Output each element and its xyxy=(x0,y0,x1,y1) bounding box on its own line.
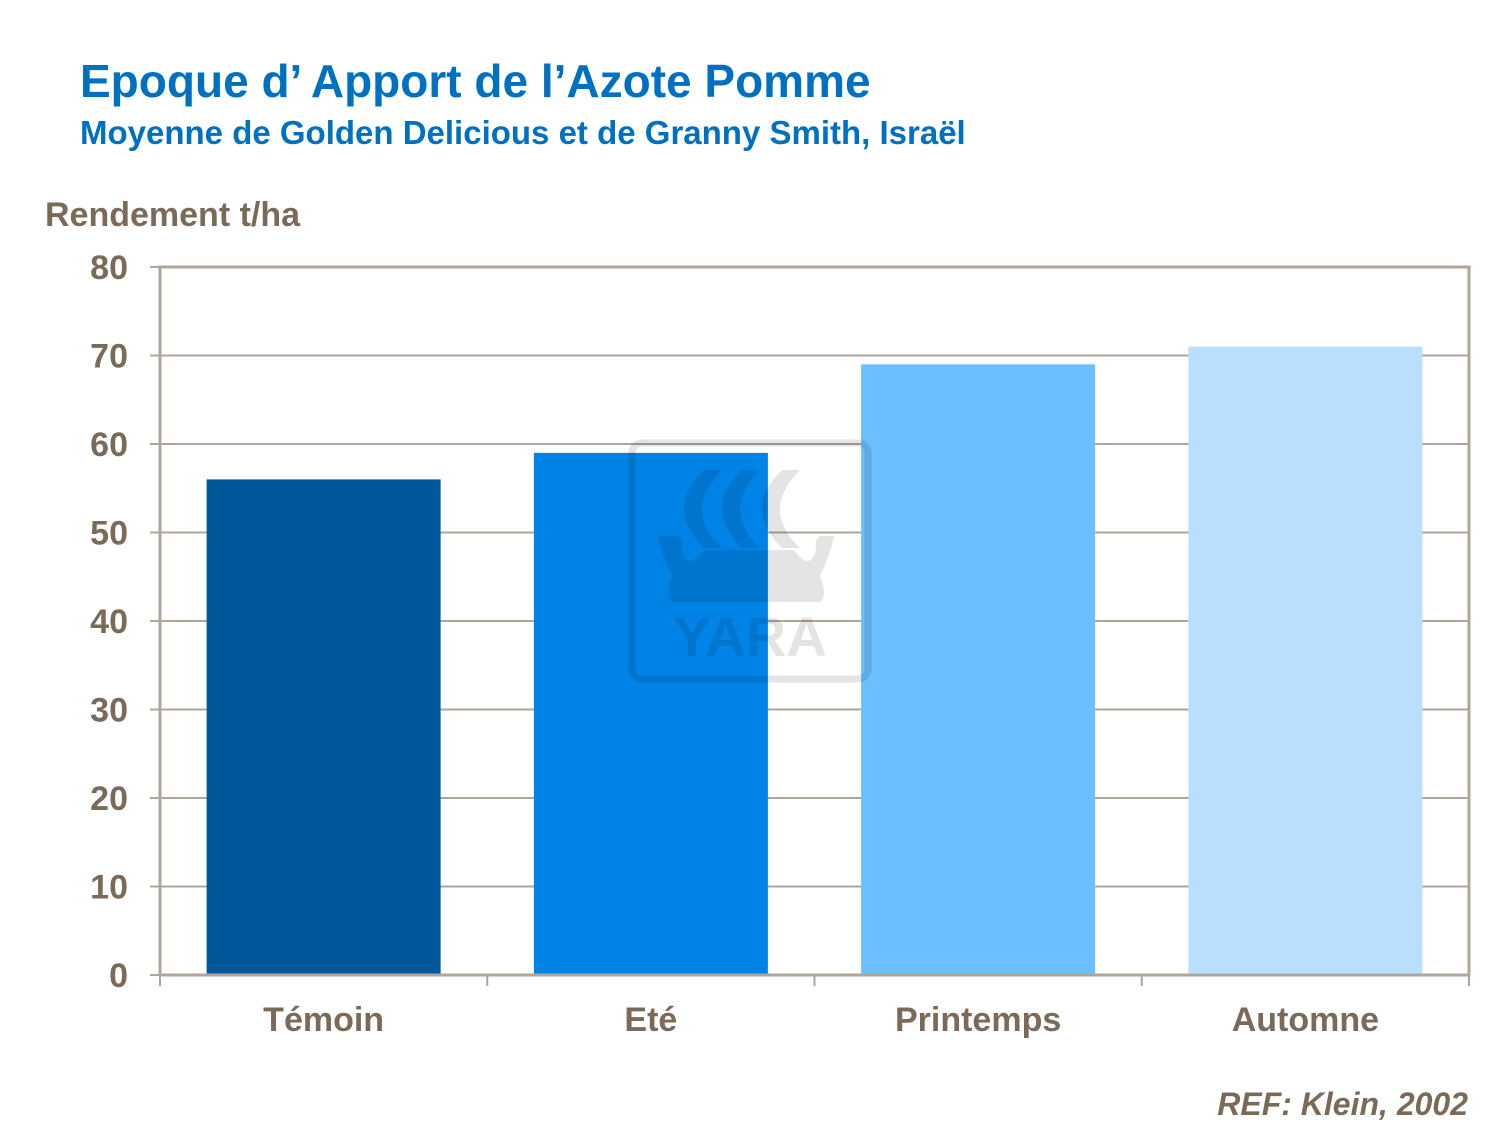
bar-eté xyxy=(533,452,768,976)
bar-printemps xyxy=(861,364,1096,976)
reference-note: REF: Klein, 2002 xyxy=(1217,1086,1468,1122)
x-tick-label: Témoin xyxy=(263,1001,384,1039)
chart-subtitle: Moyenne de Golden Delicious et de Granny… xyxy=(80,114,966,151)
y-tick-label: 10 xyxy=(90,869,128,907)
bar-automne xyxy=(1188,346,1423,975)
chart-title: Epoque d’ Apport de l’Azote Pomme xyxy=(80,55,871,107)
x-tick-label: Printemps xyxy=(895,1001,1061,1039)
y-tick-label: 0 xyxy=(109,957,128,995)
y-tick-label: 40 xyxy=(90,603,128,641)
bar-témoin xyxy=(206,479,441,975)
y-tick-label: 30 xyxy=(90,692,128,730)
svg-text:YARA: YARA xyxy=(673,605,827,668)
plot-frame xyxy=(158,265,1471,977)
y-tick-label: 60 xyxy=(90,426,128,464)
y-axis-label: Rendement t/ha xyxy=(45,196,301,234)
y-tick-label: 50 xyxy=(90,515,128,553)
y-tick-label: 20 xyxy=(90,780,128,818)
y-tick-label: 80 xyxy=(90,249,128,287)
x-tick-label: Eté xyxy=(624,1001,677,1039)
yara-logo-watermark: YARA xyxy=(628,439,872,683)
y-tick-label: 70 xyxy=(90,338,128,376)
x-tick-label: Automne xyxy=(1232,1001,1379,1039)
